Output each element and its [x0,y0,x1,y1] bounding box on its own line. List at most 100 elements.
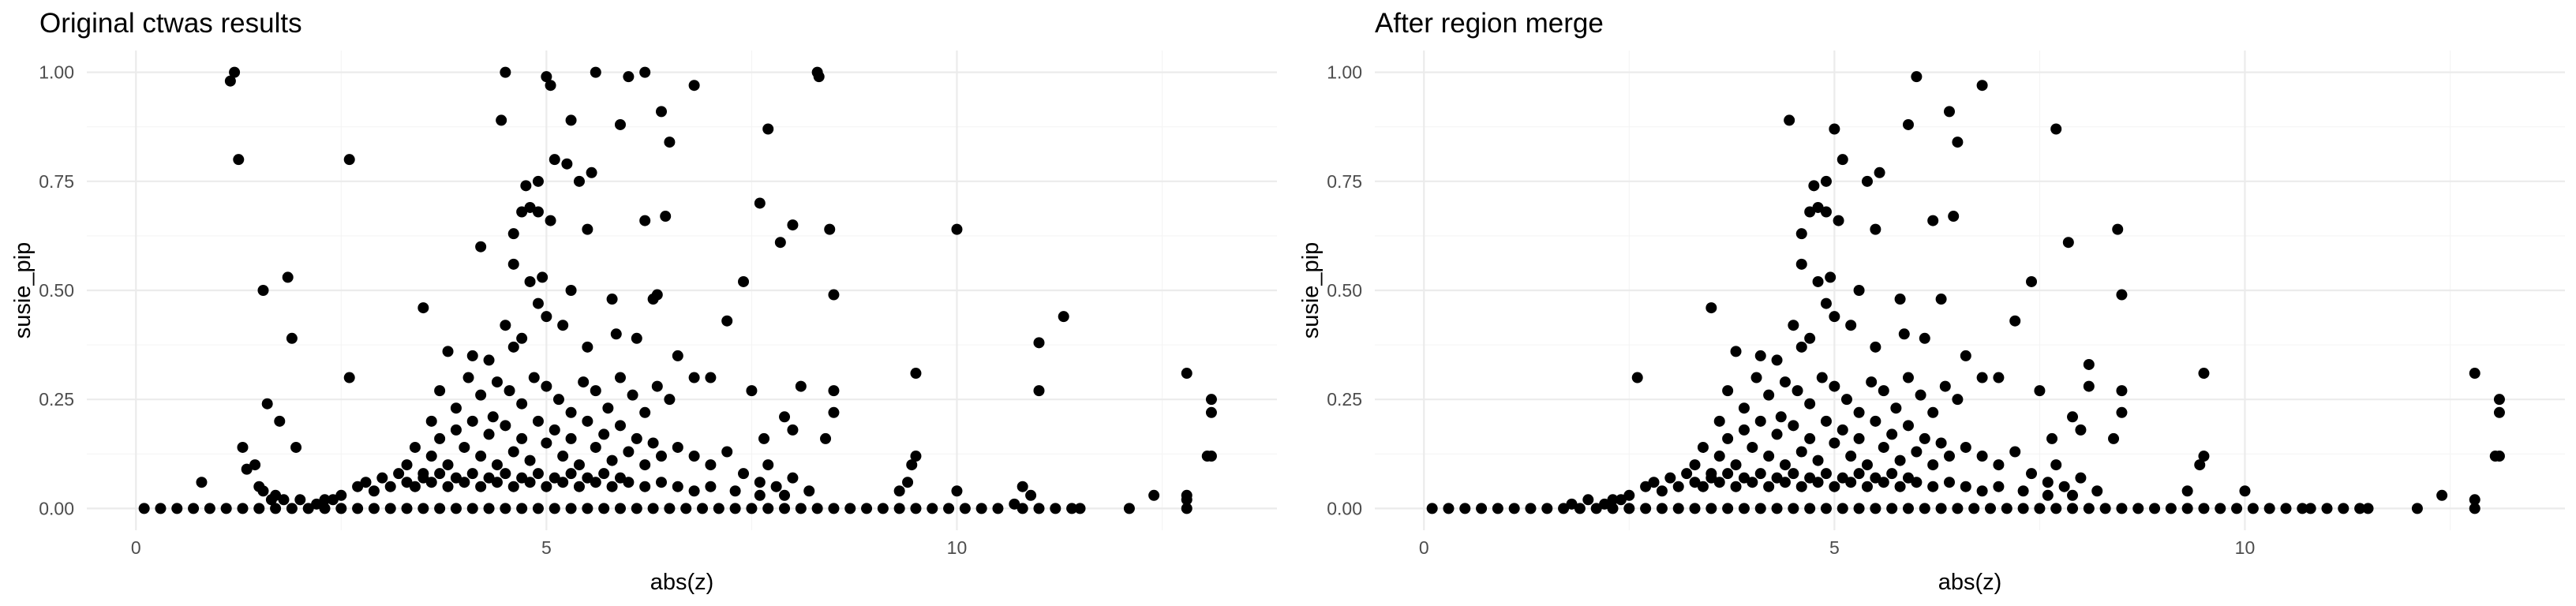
x-tick-label: 5 [1829,537,1840,558]
data-point [188,503,200,514]
data-point [1705,472,1717,484]
x-axis-label: abs(z) [650,570,714,595]
data-point [631,332,642,344]
y-axis-label: susie_pip [10,242,36,339]
data-point [557,320,569,331]
data-point [1747,477,1758,488]
data-point [697,503,709,514]
data-point [746,385,758,397]
data-point [2116,406,2128,418]
data-point [466,468,478,480]
data-point [660,211,672,223]
y-tick-label: 0.75 [1327,171,1362,192]
data-point [828,406,840,418]
data-point [2194,459,2206,471]
data-point [1845,451,1857,462]
data-point [877,503,889,514]
data-point [2034,385,2046,397]
data-point [450,402,462,414]
chart-title: After region merge [1375,8,1604,39]
data-point [1861,481,1873,492]
data-point [2067,411,2079,423]
data-point [2263,503,2275,514]
data-point [1902,472,1914,484]
data-point [507,446,519,458]
data-point [582,415,593,427]
data-point [196,477,208,488]
data-point [1738,424,1750,436]
data-point [1919,503,1930,514]
data-point [1878,441,1889,453]
data-point [688,485,700,497]
data-point [1911,71,1923,83]
data-point [1870,415,1881,427]
data-point [1870,223,1881,235]
data-point [1582,494,1594,506]
data-point [729,503,741,514]
data-point [959,503,971,514]
data-point [532,297,544,309]
data-point [1870,341,1881,353]
data-point [705,372,717,383]
data-point [1205,394,1217,406]
data-point [1993,459,2005,471]
data-point [1870,503,1881,514]
data-point [532,175,544,187]
data-point [1033,385,1045,397]
data-point [1050,503,1061,514]
data-point [811,503,823,514]
data-point [1476,503,1488,514]
data-point [319,494,331,506]
data-point [466,350,478,361]
data-point [598,503,610,514]
data-point [2338,503,2349,514]
data-point [1808,180,1820,192]
data-point [1697,481,1709,492]
data-point [1976,451,1988,462]
data-point [516,206,528,218]
y-tick-label: 0.25 [39,389,74,410]
data-point [425,477,437,488]
data-point [2067,503,2079,514]
data-point [500,66,511,78]
data-point [500,320,511,331]
data-point [651,289,663,301]
data-point [425,451,437,462]
data-point [466,415,478,427]
data-point [627,389,638,401]
data-point [975,503,987,514]
data-point [1148,489,1160,501]
data-point [1861,459,1873,471]
data-point [450,472,462,484]
data-point [1738,472,1750,484]
data-point [1960,441,1971,453]
data-point [265,494,277,506]
data-point [261,398,273,410]
data-point [1927,215,1939,226]
data-point [1722,468,1734,480]
data-point [1754,468,1766,480]
data-point [417,472,429,484]
data-point [664,503,676,514]
data-point [257,285,269,296]
data-point [738,468,750,480]
data-point [1935,294,1947,305]
data-point [2108,432,2120,444]
data-point [541,437,552,449]
data-point [1025,489,1037,501]
data-point [274,415,286,427]
data-point [578,376,590,388]
data-point [541,71,552,83]
grid [1375,50,2565,530]
data-point [1976,485,1988,497]
data-point [1915,389,1926,401]
data-point [302,503,314,514]
y-axis-label: susie_pip [1298,242,1324,339]
data-point [352,481,364,492]
data-point [1804,206,1816,218]
data-point [1902,420,1914,432]
data-point [787,472,799,484]
data-point [504,385,515,397]
data-point [352,503,364,514]
data-point [1804,398,1816,410]
